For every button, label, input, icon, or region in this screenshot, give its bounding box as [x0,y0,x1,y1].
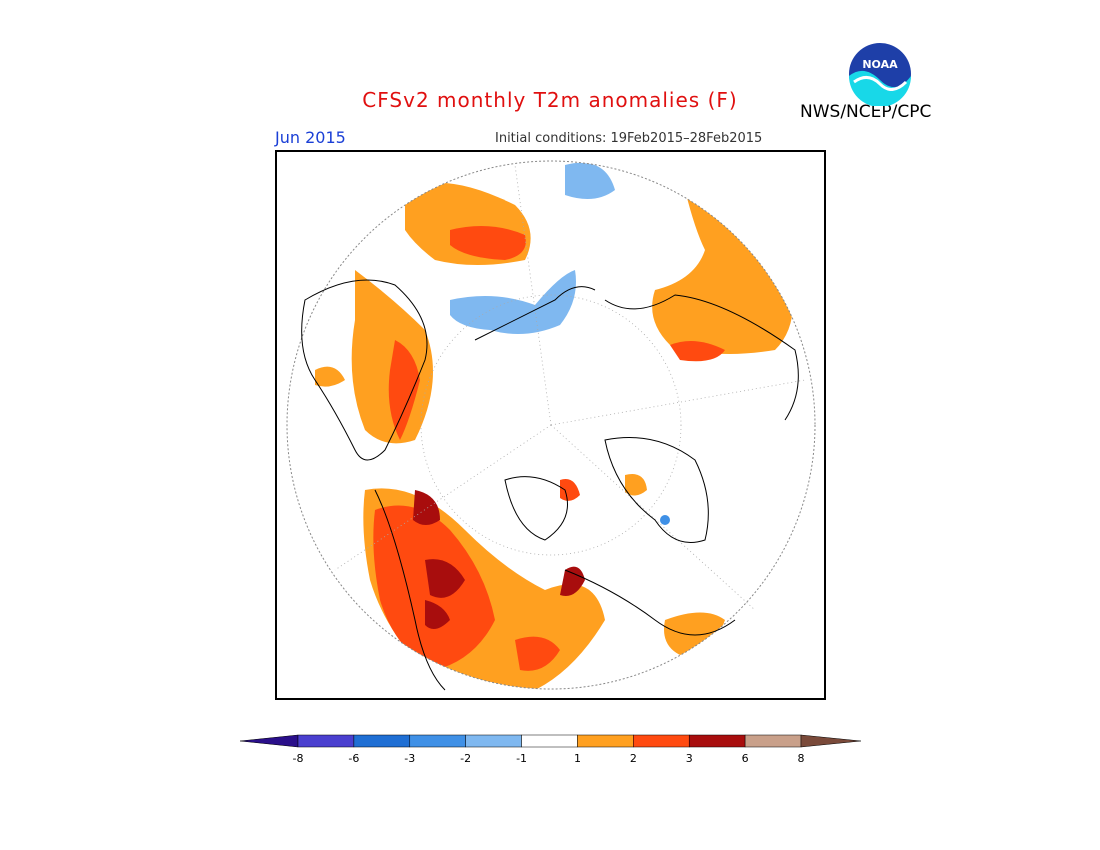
anomaly-region [450,270,576,334]
colorbar-cells [297,734,802,748]
colorbar-cell [744,734,802,748]
anomaly-region [515,636,560,671]
anomaly-region [560,479,580,501]
colorbar-tick-label: -2 [460,752,472,765]
anomaly-region [315,366,345,387]
colorbar-arrow-low [239,734,299,748]
colorbar-tick-label: -6 [348,752,360,765]
colorbar-cell [688,734,746,748]
anomaly-region [565,162,615,199]
agency-label: NWS/NCEP/CPC [800,102,932,122]
meridian [334,424,552,571]
polar-map [275,150,826,700]
colorbar-tick-label: 6 [741,752,749,765]
map-boundary [286,160,816,690]
colorbar-cell [465,734,522,748]
meridian [550,379,806,426]
anomaly-fields [315,162,793,689]
colorbar-tick-label: -8 [292,752,304,765]
anomaly-region [664,612,725,655]
anomaly-region [450,226,526,260]
initial-conditions: Initial conditions: 19Feb2015–28Feb2015 [495,131,763,146]
anomaly-region [420,188,505,210]
colorbar-tick-label: -1 [516,752,528,765]
anomaly-region [413,490,440,525]
colorbar-tick-label: -3 [404,752,416,765]
latitude-circle [420,294,682,556]
colorbar-tick-label: 8 [797,752,805,765]
colorbar-cell [297,734,355,748]
anomaly-region [425,600,450,629]
target-month: Jun 2015 [275,128,346,147]
noaa-logo: NOAA [849,43,911,106]
colorbar [239,734,862,748]
anomaly-region [388,340,420,440]
colorbar-cell [409,734,466,748]
anomaly-region [670,341,725,362]
anomaly-region [660,515,670,525]
colorbar-tick-label: 1 [573,752,581,765]
colorbar-tick-label: 3 [685,752,693,765]
logo-text: NOAA [862,58,898,71]
colorbar-arrow-high [800,734,862,748]
anomaly-region [425,559,465,598]
anomaly-region [625,474,647,496]
colorbar-tick-label: 2 [629,752,637,765]
colorbar-cell [521,734,578,748]
anomaly-region [560,566,585,596]
chart-title: CFSv2 monthly T2m anomalies (F) [362,88,738,112]
colorbar-cell [353,734,411,748]
colorbar-cell [633,734,690,748]
colorbar-cell [577,734,634,748]
coastlines [301,279,799,691]
